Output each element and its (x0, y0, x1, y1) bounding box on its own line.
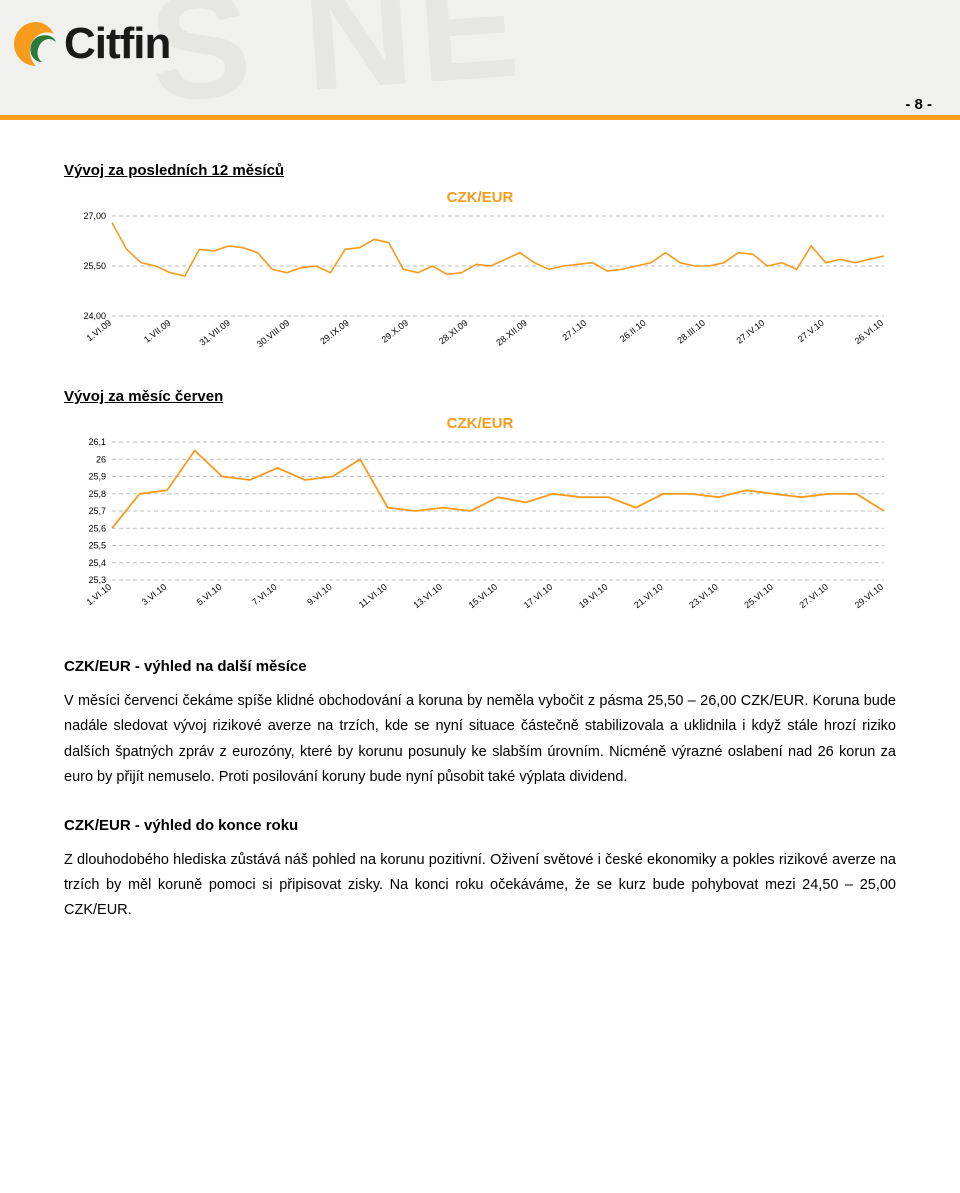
svg-text:27,00: 27,00 (83, 211, 106, 221)
svg-text:26.VI.10: 26.VI.10 (853, 318, 886, 347)
outlook-heading-1: CZK/EUR - výhled na další měsíce (64, 658, 896, 675)
svg-text:26.II.10: 26.II.10 (618, 318, 648, 344)
svg-text:27.I.10: 27.I.10 (560, 318, 588, 343)
svg-text:5.VI.10: 5.VI.10 (195, 582, 224, 607)
page-header: S NE Citfin - 8 - (0, 0, 960, 120)
svg-text:23.VI.10: 23.VI.10 (687, 582, 720, 611)
svg-text:30.VIII.09: 30.VIII.09 (255, 318, 292, 350)
svg-text:27.IV.10: 27.IV.10 (735, 318, 767, 346)
chart-title-1m: CZK/EUR (64, 415, 896, 432)
header-rule (0, 115, 960, 120)
svg-text:17.VI.10: 17.VI.10 (522, 582, 555, 611)
svg-text:28.XI.09: 28.XI.09 (437, 318, 470, 347)
outlook-paragraph-2: Z dlouhodobého hlediska zůstává náš pohl… (64, 848, 896, 924)
page-content: Vývoj za posledních 12 měsíců CZK/EUR 24… (0, 120, 960, 998)
section-title-12m: Vývoj za posledních 12 měsíců (64, 162, 896, 179)
svg-text:25.VI.10: 25.VI.10 (742, 582, 775, 611)
chart-1m: 25,325,425,525,625,725,825,92626,11.VI.1… (64, 436, 896, 626)
svg-text:25,7: 25,7 (88, 506, 106, 516)
chart-title-12m: CZK/EUR (64, 189, 896, 206)
svg-text:25,8: 25,8 (88, 489, 106, 499)
svg-text:29.IX.09: 29.IX.09 (318, 318, 351, 347)
svg-text:29.VI.10: 29.VI.10 (853, 582, 886, 611)
svg-text:28.III.10: 28.III.10 (675, 318, 707, 346)
svg-text:27.VI.10: 27.VI.10 (798, 582, 831, 611)
svg-text:9.VI.10: 9.VI.10 (305, 582, 334, 607)
chart-12m: 24,00 25,50 27,00 1.VI.09 1.VII.09 31.VII.09 3… (64, 210, 896, 360)
svg-text:11.VI.10: 11.VI.10 (357, 582, 389, 610)
svg-text:27.V.10: 27.V.10 (796, 318, 826, 344)
svg-text:19.VI.10: 19.VI.10 (577, 582, 610, 611)
svg-text:7.VI.10: 7.VI.10 (250, 582, 279, 607)
svg-text:25,9: 25,9 (88, 472, 106, 482)
svg-text:1.VII.09: 1.VII.09 (142, 318, 173, 345)
section-title-1m: Vývoj za měsíc červen (64, 388, 896, 405)
page-number: - 8 - (905, 96, 932, 113)
svg-text:25,50: 25,50 (83, 261, 106, 271)
logo-text: Citfin (64, 19, 170, 69)
svg-text:26,1: 26,1 (88, 437, 106, 447)
outlook-paragraph-1: V měsíci červenci čekáme spíše klidné ob… (64, 689, 896, 791)
svg-text:25,6: 25,6 (88, 523, 106, 533)
logo-swish-icon (10, 18, 62, 70)
watermark-text: S NE (144, 0, 529, 120)
svg-text:26: 26 (96, 454, 106, 464)
svg-text:25,4: 25,4 (88, 558, 106, 568)
logo: Citfin (10, 18, 170, 70)
chart-1m-svg: 25,325,425,525,625,725,825,92626,11.VI.1… (64, 436, 894, 626)
svg-text:25,5: 25,5 (88, 541, 106, 551)
svg-text:29.X.09: 29.X.09 (380, 318, 411, 345)
svg-text:1.VI.09: 1.VI.09 (85, 318, 114, 343)
svg-text:28.XII.09: 28.XII.09 (494, 318, 529, 348)
svg-text:24,00: 24,00 (83, 311, 106, 321)
chart-12m-svg: 24,00 25,50 27,00 1.VI.09 1.VII.09 31.VII.09 3… (64, 210, 894, 360)
svg-text:15.VI.10: 15.VI.10 (467, 582, 500, 611)
svg-text:21.VI.10: 21.VI.10 (632, 582, 665, 611)
svg-text:1.VI.10: 1.VI.10 (85, 582, 114, 607)
svg-text:13.VI.10: 13.VI.10 (412, 582, 445, 611)
svg-text:31.VII.09: 31.VII.09 (197, 318, 232, 348)
svg-text:3.VI.10: 3.VI.10 (140, 582, 169, 607)
outlook-heading-2: CZK/EUR - výhled do konce roku (64, 817, 896, 834)
